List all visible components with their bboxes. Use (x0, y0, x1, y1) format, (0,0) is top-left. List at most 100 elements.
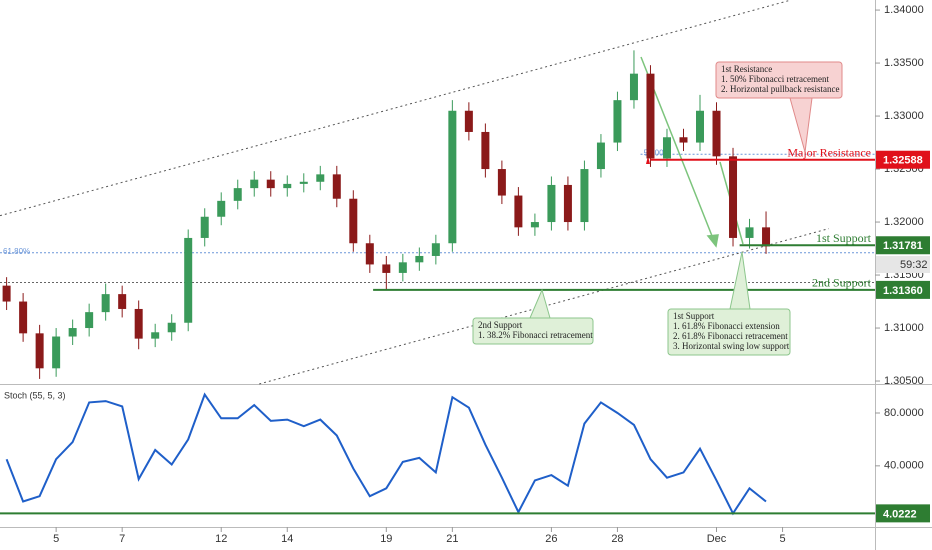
x-tick-label: 21 (446, 533, 458, 545)
x-tick-label: 14 (281, 533, 293, 545)
level-value-label: 1.32588 (883, 155, 923, 167)
candle-body (365, 243, 374, 265)
countdown-box (876, 256, 930, 273)
candle-body (167, 322, 176, 333)
candle-body (217, 200, 226, 217)
candle-body (762, 227, 771, 247)
level-value-label: 1.31360 (883, 285, 923, 297)
y-tick-label: 40.0000 (884, 460, 924, 472)
candle-body (250, 179, 259, 189)
fib-label: 50.00% (644, 148, 671, 157)
candle-body (481, 131, 490, 170)
level-name: Major Resistance (787, 145, 871, 159)
candle-body (316, 174, 325, 182)
x-tick-label: 19 (380, 533, 392, 545)
x-tick-label: Dec (707, 533, 727, 545)
annotation-box (667, 308, 791, 356)
x-tick-label: 5 (779, 533, 785, 545)
candle-body (530, 222, 539, 228)
candle-body (497, 169, 506, 196)
candle-body (52, 336, 61, 369)
candle-body (431, 243, 440, 256)
candle-body (382, 264, 391, 273)
level-value-label: 1.31781 (883, 240, 923, 252)
annotation-text: 1. 61.8% Fibonacci extension (673, 321, 780, 331)
y-tick-label: 1.32000 (884, 216, 924, 228)
candle-body (85, 312, 94, 329)
annotation-text: 1. 50% Fibonacci retracement (721, 74, 829, 84)
annotation-text: 2. 61.8% Fibonacci retracement (673, 331, 788, 341)
candle-body (332, 174, 341, 199)
candle-body (646, 73, 655, 159)
candle-body (563, 184, 572, 223)
y-tick-label: 1.33500 (884, 57, 924, 69)
candle-body (184, 237, 193, 323)
candle-body (68, 328, 77, 337)
candle-body (448, 110, 457, 244)
x-tick-label: 28 (611, 533, 623, 545)
stoch-line (5, 392, 767, 516)
y-tick-label: 1.31000 (884, 322, 924, 334)
candle-body (35, 333, 44, 369)
y-tick-label: 80.0000 (884, 407, 924, 419)
annotation-text: 3. Horizontal swing low support (673, 341, 790, 351)
candle-body (151, 332, 160, 339)
candle-body (729, 156, 738, 238)
level-value-label: 4.0222 (883, 508, 917, 520)
x-tick-label: 7 (119, 533, 125, 545)
marker (646, 156, 650, 164)
x-tick-label: 26 (545, 533, 557, 545)
candle-body (629, 73, 638, 101)
level-value-box (876, 236, 930, 255)
candle-body (101, 294, 110, 313)
candle-body (696, 110, 704, 143)
candle-body (613, 100, 622, 143)
candle-body (398, 262, 407, 273)
annotation-text: 2. Horizontal pullback resistance (721, 84, 839, 94)
candle-body (662, 137, 671, 159)
arrow-head (706, 234, 719, 248)
candle-body (200, 216, 209, 238)
y-tick-label: 1.33000 (884, 110, 924, 122)
annotation-text: 1. 38.2% Fibonacci retracement (478, 330, 593, 340)
level-name: 2nd Support (812, 276, 872, 290)
candle-body (679, 137, 688, 143)
x-tick-label: 12 (215, 533, 227, 545)
level-value-box (876, 150, 930, 169)
candle-body (514, 195, 523, 228)
candle-body (596, 142, 605, 170)
candle-body (464, 110, 473, 132)
candle-body (283, 183, 292, 189)
y-tick-label: 1.34000 (884, 4, 924, 16)
level-value-box (876, 504, 930, 523)
candle-body (299, 181, 308, 184)
x-tick-label: 5 (53, 533, 59, 545)
level-name: 1st Support (816, 231, 872, 245)
annotation-text: 1st Resistance (721, 64, 772, 74)
indicator-title: Stoch (55, 5, 3) (4, 390, 66, 400)
candle-body (349, 198, 358, 244)
countdown: 59:32 (900, 259, 928, 271)
annotation-text: 1st Support (673, 311, 715, 321)
candle-body (547, 184, 556, 223)
candle-body (134, 308, 143, 339)
y-tick-label: 1.30500 (884, 375, 924, 387)
candle-body (712, 110, 721, 157)
candle-body (19, 301, 28, 334)
candle-body (118, 294, 127, 309)
candle-body (2, 285, 11, 302)
candle-body (233, 188, 242, 201)
fib-label: 61.80% (3, 247, 30, 256)
candle-body (415, 255, 424, 263)
candle-body (266, 179, 275, 189)
candle-body (580, 169, 589, 223)
level-value-box (876, 280, 930, 299)
annotation-text: 2nd Support (478, 320, 523, 330)
annotation-box (715, 61, 843, 99)
trendline (0, 0, 790, 217)
candle-body (745, 227, 754, 238)
